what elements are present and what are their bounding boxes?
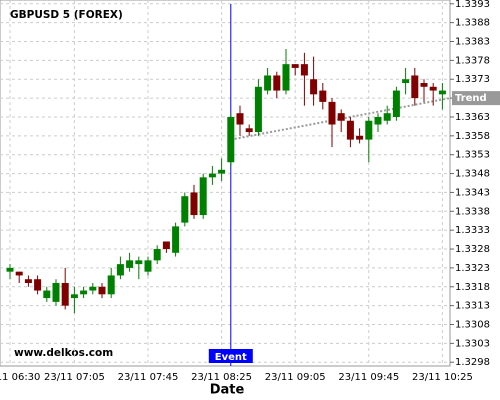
candle-body bbox=[162, 241, 170, 250]
y-tick-label: 1.3303 bbox=[455, 338, 490, 349]
y-tick-label: 1.3323 bbox=[455, 263, 490, 274]
candle-body bbox=[24, 279, 32, 283]
trend-label: Trend bbox=[455, 93, 487, 104]
trend-line bbox=[230, 97, 451, 141]
event-label: Event bbox=[215, 352, 247, 363]
x-tick-label: 23/11 10:25 bbox=[412, 372, 473, 383]
candle-body bbox=[245, 128, 253, 133]
candle-body bbox=[6, 267, 14, 272]
candle-body bbox=[392, 90, 400, 117]
candle-body bbox=[420, 83, 428, 87]
candle-body bbox=[236, 113, 244, 125]
candle-body bbox=[34, 279, 42, 291]
x-tick-label: 23/11 09:05 bbox=[265, 372, 326, 383]
candle-body bbox=[89, 286, 97, 291]
candle-body bbox=[190, 192, 198, 216]
y-tick-label: 1.3353 bbox=[455, 150, 490, 161]
candle-body bbox=[107, 275, 115, 295]
y-tick-label: 1.3388 bbox=[455, 18, 490, 29]
x-tick-label: 23/11 08:25 bbox=[191, 372, 252, 383]
candle-body bbox=[402, 79, 410, 84]
candle-body bbox=[282, 64, 290, 91]
y-tick-label: 1.3358 bbox=[455, 131, 490, 142]
candle-body bbox=[264, 75, 272, 91]
candle-body bbox=[80, 290, 88, 295]
candle-body bbox=[227, 116, 235, 163]
y-tick-label: 1.3313 bbox=[455, 301, 490, 312]
y-tick-label: 1.3308 bbox=[455, 319, 490, 330]
x-tick-label: 23/11 07:05 bbox=[44, 372, 105, 383]
x-axis-label: Date bbox=[210, 383, 245, 398]
candle-body bbox=[337, 113, 345, 121]
trend-label-box bbox=[452, 91, 500, 106]
candle-body bbox=[310, 79, 318, 95]
candle-body bbox=[208, 173, 216, 178]
plot-area bbox=[0, 0, 451, 367]
y-tick-label: 1.3338 bbox=[455, 206, 490, 217]
candle-body bbox=[135, 260, 143, 265]
candle-body bbox=[346, 120, 354, 140]
y-tick-label: 1.3343 bbox=[455, 187, 490, 198]
candle-body bbox=[254, 86, 262, 133]
y-tick-label: 1.3333 bbox=[455, 225, 490, 236]
y-tick-label: 1.3318 bbox=[455, 282, 490, 293]
candle-body bbox=[153, 249, 161, 261]
y-tick-label: 1.3363 bbox=[455, 112, 490, 123]
x-tick-label: 23/11 07:45 bbox=[118, 372, 179, 383]
candle-body bbox=[411, 75, 419, 99]
candle-body bbox=[98, 286, 106, 295]
y-tick-label: 1.3373 bbox=[455, 74, 490, 85]
chart-title: GBPUSD 5 (FOREX) bbox=[10, 9, 123, 21]
y-tick-label: 1.3383 bbox=[455, 37, 490, 48]
y-tick-label: 1.3348 bbox=[455, 169, 490, 180]
candle-body bbox=[374, 116, 382, 125]
candle-body bbox=[116, 264, 124, 276]
y-tick-label: 1.3393 bbox=[455, 0, 490, 10]
candle-body bbox=[126, 260, 134, 268]
y-tick-label: 1.3378 bbox=[455, 55, 490, 66]
candle-body bbox=[438, 90, 446, 95]
candle-body bbox=[273, 75, 281, 91]
candle-body bbox=[181, 196, 189, 223]
candle-body bbox=[319, 90, 327, 102]
candle-body bbox=[429, 86, 437, 91]
candle-body bbox=[61, 282, 69, 306]
event-label-box bbox=[208, 349, 253, 363]
candle-body bbox=[172, 226, 180, 253]
candle-body bbox=[144, 260, 152, 272]
candle-body bbox=[52, 282, 60, 302]
watermark: www.delkos.com bbox=[14, 347, 113, 359]
x-tick-label: 23/11 09:45 bbox=[338, 372, 399, 383]
candle-body bbox=[300, 64, 308, 76]
candle-body bbox=[291, 64, 299, 68]
x-tick-label: 23/11 06:30 bbox=[0, 372, 40, 383]
candle-body bbox=[218, 169, 226, 174]
candle-body bbox=[328, 101, 336, 125]
candle-body bbox=[70, 294, 78, 299]
candle-body bbox=[43, 290, 51, 299]
candle-body bbox=[356, 135, 364, 140]
y-tick-label: 1.3328 bbox=[455, 244, 490, 255]
candle-body bbox=[365, 120, 373, 140]
candle-body bbox=[199, 177, 207, 216]
candle-body bbox=[15, 271, 23, 276]
y-tick-label: 1.3298 bbox=[455, 357, 490, 368]
candle-body bbox=[383, 113, 391, 121]
